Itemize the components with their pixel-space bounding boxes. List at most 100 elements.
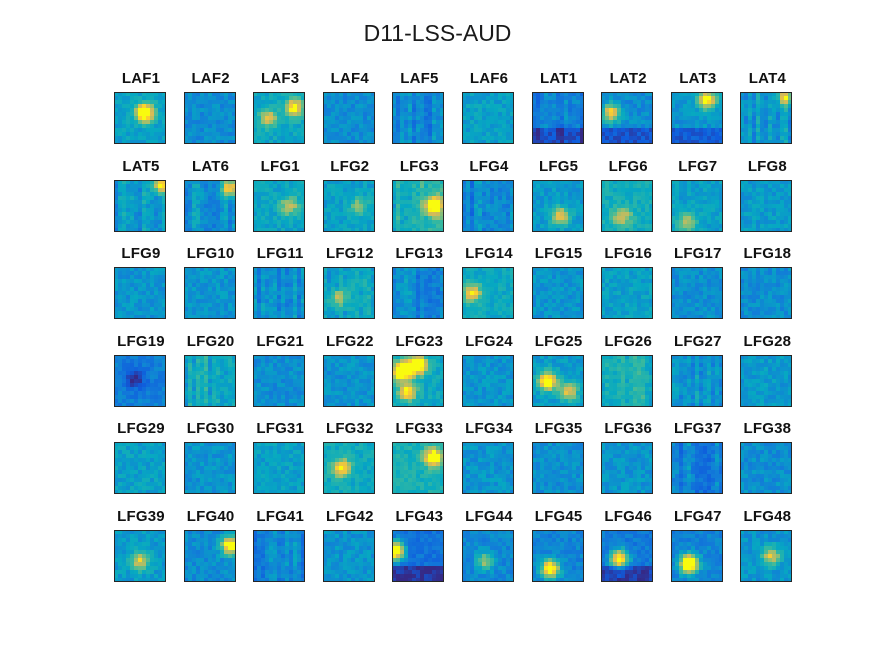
heatmap-cell: [563, 132, 568, 137]
heatmap-cell: [257, 116, 262, 121]
heatmap-cell: [605, 299, 610, 304]
heatmap-cell: [146, 227, 151, 232]
heatmap-cell: [543, 116, 548, 121]
heatmap-cell: [462, 136, 467, 141]
heatmap-cell: [281, 108, 286, 113]
heatmap-cell: [358, 203, 364, 208]
heatmap-cell: [183, 112, 188, 117]
heatmap-cell: [478, 267, 483, 272]
heatmap-cell: [690, 311, 696, 316]
heatmap-cell: [289, 303, 294, 308]
heatmap-cell: [354, 283, 360, 288]
heatmap-cell: [788, 183, 793, 188]
heatmap-cell: [579, 124, 584, 129]
heatmap-frame: [114, 92, 166, 144]
heatmap-cell: [122, 215, 127, 220]
heatmap-cell: [498, 195, 503, 200]
heatmap-cell: [641, 104, 646, 109]
heatmap-cell: [613, 203, 618, 208]
heatmap-cell: [118, 191, 123, 196]
heatmap-cell: [702, 128, 708, 133]
heatmap-cell: [191, 271, 196, 276]
heatmap-cell: [567, 124, 572, 129]
heatmap-cell: [392, 299, 397, 304]
heatmap-cell: [547, 227, 552, 232]
heatmap-cell: [670, 92, 676, 97]
heatmap-cell: [416, 223, 421, 228]
heatmap-cell: [338, 291, 344, 296]
heatmap-cell: [354, 303, 360, 308]
heatmap-cell: [478, 104, 483, 109]
heatmap-cell: [122, 287, 127, 292]
heatmap-cell: [142, 211, 147, 216]
heatmap-cell: [547, 112, 552, 117]
heatmap-cell: [142, 291, 147, 296]
heatmap-cell: [601, 199, 606, 204]
heatmap-cell: [277, 303, 282, 308]
panel-title: LAF1: [121, 70, 161, 87]
heatmap-cell: [649, 275, 654, 280]
heatmap-cell: [579, 179, 584, 184]
heatmap-cell: [547, 303, 552, 308]
heatmap-cell: [142, 219, 147, 224]
heatmap-cell: [768, 223, 773, 228]
heatmap-cell: [195, 291, 200, 296]
heatmap-cell: [203, 207, 208, 212]
heatmap-cell: [191, 295, 196, 300]
heatmap-cell: [432, 92, 437, 97]
heatmap-cell: [617, 303, 622, 308]
heatmap-cell: [400, 96, 405, 101]
heatmap-cell: [227, 307, 232, 312]
heatmap-cell: [150, 271, 155, 276]
heatmap-cell: [301, 183, 306, 188]
heatmap-cell: [605, 267, 610, 272]
heatmap-cell: [424, 96, 429, 101]
heatmap-cell: [330, 195, 336, 200]
heatmap-cell: [134, 295, 139, 300]
heatmap-cell: [257, 112, 262, 117]
heatmap-cell: [269, 191, 274, 196]
heatmap-cell: [535, 307, 540, 312]
heatmap-cell: [494, 215, 499, 220]
heatmap-cell: [219, 303, 224, 308]
heatmap-cell: [301, 295, 306, 300]
heatmap-cell: [215, 287, 220, 292]
heatmap-cell: [478, 116, 483, 121]
heatmap-cell: [338, 128, 344, 133]
heatmap-cell: [130, 112, 135, 117]
heatmap-cell: [138, 211, 143, 216]
heatmap-cell: [674, 227, 680, 232]
heatmap-cell: [134, 132, 139, 137]
heatmap-cell: [338, 219, 344, 224]
heatmap-cell: [555, 299, 560, 304]
heatmap-cell: [478, 112, 483, 117]
heatmap-cell: [326, 136, 332, 141]
heatmap-cell: [633, 287, 638, 292]
heatmap-cell: [322, 287, 328, 292]
heatmap-cell: [510, 303, 514, 308]
heatmap-image: [183, 179, 236, 232]
heatmap-cell: [219, 315, 224, 319]
heatmap-cell: [555, 267, 560, 272]
heatmap-cell: [478, 295, 483, 300]
heatmap-cell: [187, 275, 192, 280]
heatmap-cell: [424, 136, 429, 141]
heatmap-cell: [613, 96, 618, 101]
heatmap-cell: [122, 179, 127, 184]
heatmap-cell: [510, 104, 514, 109]
heatmap-cell: [436, 315, 441, 319]
heatmap-cell: [698, 179, 704, 184]
heatmap-frame: [253, 267, 306, 319]
heatmap-cell: [366, 120, 372, 125]
heatmap-cell: [678, 307, 684, 312]
heatmap-cell: [694, 128, 700, 133]
heatmap-cell: [625, 215, 630, 220]
heatmap-cell: [744, 191, 749, 196]
heatmap-cell: [297, 303, 302, 308]
heatmap-cell: [146, 203, 151, 208]
heatmap-cell: [756, 227, 761, 232]
heatmap-cell: [710, 219, 716, 224]
heatmap-cell: [682, 132, 688, 137]
heatmap-cell: [502, 307, 507, 312]
heatmap-cell: [122, 283, 127, 288]
